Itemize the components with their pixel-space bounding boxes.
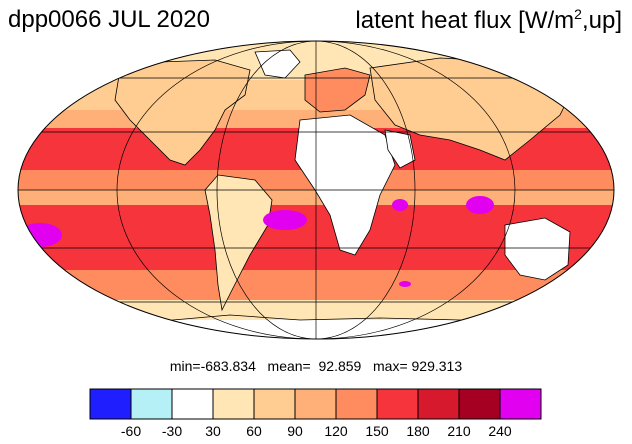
arabia-land	[384, 129, 416, 169]
colorbar-box	[499, 388, 542, 420]
colorbar-tick-label: -30	[162, 423, 182, 439]
colorbar-tick-label: 90	[287, 423, 303, 439]
colorbar-box	[417, 388, 460, 420]
colorbar-box	[253, 388, 296, 420]
colorbar-tick-label: 180	[406, 423, 430, 439]
hotspot-south-indian	[399, 281, 411, 287]
colorbar-box	[212, 388, 255, 420]
variable-title-superscript: 2	[574, 6, 582, 22]
europe-land	[304, 67, 371, 113]
colorbar-box	[458, 388, 501, 420]
colorbar-labels: -60 -30 30 60 90 120 150 180 210 240	[121, 423, 512, 439]
greenland-land	[254, 49, 301, 79]
variable-title-suffix: ,up]	[581, 7, 622, 34]
graticule-lon-120	[116, 41, 516, 339]
colorbar-tick-label: 60	[246, 423, 262, 439]
colorbar-box	[294, 388, 337, 420]
colorbar-boxes	[89, 388, 542, 420]
colorbar-box	[171, 388, 214, 420]
colorbar-tick-label: 30	[205, 423, 221, 439]
colorbar-box	[89, 388, 132, 420]
statistics-line: min=-683.834 mean= 92.859 max= 929.313	[169, 358, 463, 374]
north-america-land	[114, 59, 251, 166]
hotspot-indian-ocean	[466, 196, 494, 214]
colorbar-box	[376, 388, 419, 420]
colorbar: -60 -30 30 60 90 120 150 180 210 240	[89, 388, 542, 439]
variable-title-prefix: latent heat flux [W/m	[355, 7, 575, 34]
colorbar-box	[130, 388, 173, 420]
graticule	[18, 41, 614, 339]
hotspot-south-atlantic	[263, 210, 307, 230]
globe-outline	[17, 40, 615, 340]
colorbar-tick-label: 120	[324, 423, 348, 439]
colorbar-tick-label: 150	[365, 423, 389, 439]
variable-title: latent heat flux [W/m2,up]	[355, 6, 622, 35]
hotspot-madagascar	[392, 199, 408, 211]
colorbar-tick-label: -60	[121, 423, 141, 439]
hotspot-south-pacific	[18, 223, 62, 247]
south-america-land	[204, 174, 273, 312]
australia-land	[504, 217, 571, 281]
colorbar-tick-label: 240	[488, 423, 512, 439]
plot-title: dpp0066 JUL 2020	[8, 6, 210, 33]
graticule-lon-60	[216, 41, 416, 339]
colorbar-tick-label: 210	[447, 423, 471, 439]
colorbar-box	[335, 388, 378, 420]
